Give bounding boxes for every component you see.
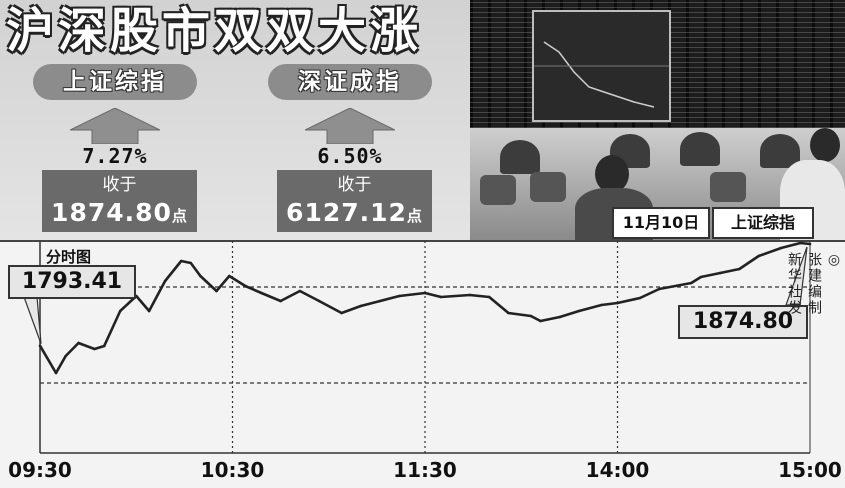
chart-title: 分时图 [46,248,92,266]
screen-chart-display [532,10,671,122]
data-point [638,296,642,300]
up-arrow-icon [305,108,395,144]
close-value: 1874.80 [51,198,172,227]
close-box: 收于 6127.12点 [277,170,432,232]
open-value-annotation: 1793.41 [8,265,136,299]
data-point [244,284,247,288]
data-point [54,371,58,375]
data-point [423,291,427,295]
credit-text: ◎ 张建编制 新华社发 [786,252,844,452]
chair-icon [530,172,566,202]
credit-symbol: ◎ [826,252,842,270]
data-point [77,341,80,345]
data-point [38,344,42,348]
chair-icon [710,172,746,202]
plant-icon [680,132,720,166]
credit-author: 张建编制 [806,252,822,316]
data-point [102,344,106,348]
data-point [738,267,741,271]
data-point [439,295,443,299]
data-point [529,314,533,318]
data-point [808,242,812,246]
close-value-annotation: 1874.80 [678,305,808,339]
data-point [378,299,382,303]
screen-chart-graphic [534,41,669,108]
data-point [359,304,363,308]
data-point [507,311,510,315]
data-point [179,259,183,263]
person-icon [595,155,629,193]
data-point [298,289,302,293]
x-tick-label: 11:30 [393,458,457,482]
data-point [487,295,491,299]
data-point [227,274,231,278]
index-block-shenzhen: 深证成指 6.50% 收于 6127.12点 [265,64,435,236]
index-block-shanghai: 上证综指 7.27% 收于 1874.80点 [30,64,200,236]
data-point [147,309,151,313]
close-value: 6127.12 [286,198,407,227]
data-point [657,287,661,291]
close-unit: 点 [171,207,188,225]
chart-area [0,240,845,488]
data-point [718,271,722,275]
data-point [279,299,282,303]
data-point [689,281,693,285]
close-value-line: 6127.12点 [277,197,432,232]
x-tick-label: 14:00 [586,458,650,482]
close-value-line: 1874.80点 [42,197,197,232]
data-point [799,241,802,245]
photo-caption-index: 上证综指 [712,207,814,239]
info-panel: 沪深股市双双大涨 上证综指 7.27% 收于 1874.80点 深证成指 6.5… [0,0,470,240]
x-tick-label: 15:00 [778,458,842,482]
headline: 沪深股市双双大涨 [6,3,423,59]
person-icon [810,128,840,162]
data-point [93,347,96,351]
plant-icon [760,134,800,168]
data-point [600,303,603,307]
close-unit: 点 [406,207,423,225]
data-point [699,275,703,279]
data-point [64,354,67,358]
x-tick-label: 10:30 [201,458,265,482]
data-point [189,261,193,265]
photo-caption-date: 11月10日 [612,207,710,239]
data-point [757,254,760,258]
change-percent: 6.50% [317,144,383,168]
up-arrow-icon [70,108,160,144]
index-name-pill: 深证成指 [268,64,432,100]
data-point [468,293,472,297]
data-point [260,291,263,295]
data-point [199,274,202,278]
data-point [558,315,562,319]
x-tick-label: 09:30 [8,458,72,482]
intraday-chart: 09:30 10:30 11:30 14:00 15:00 [8,241,842,482]
data-point [317,299,321,303]
close-label: 收于 [337,175,372,195]
close-label: 收于 [102,175,137,195]
data-point [163,279,167,283]
data-point [398,294,401,298]
close-box: 收于 1874.80点 [42,170,197,232]
chair-icon [480,175,516,205]
data-point [539,319,542,323]
data-point [779,246,783,250]
data-point [616,301,619,305]
change-percent: 7.27% [82,144,148,168]
data-point [577,309,581,313]
plant-icon [500,140,540,174]
data-point [340,311,343,315]
data-point [215,289,218,293]
credit-source: 新华社发 [786,252,802,316]
annotation-pointer [23,296,42,344]
trading-floor-photo [470,0,845,240]
index-name-pill: 上证综指 [33,64,197,100]
data-point [118,309,122,313]
